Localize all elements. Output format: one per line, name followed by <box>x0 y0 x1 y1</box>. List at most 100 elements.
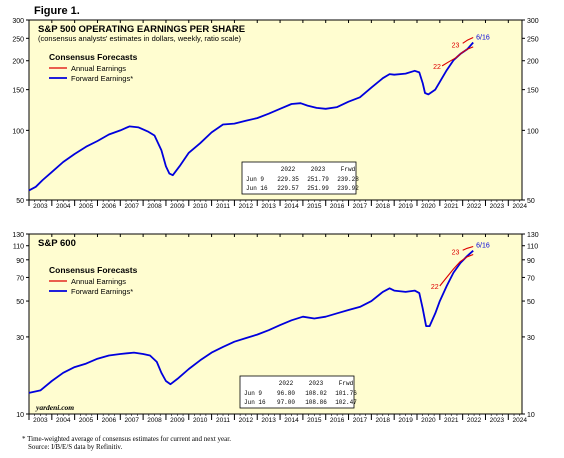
y-tick-label-right: 50 <box>527 198 535 205</box>
annotation-latest-date: 6/16 <box>476 243 490 250</box>
legend-label-annual: Annual Earnings <box>71 277 126 286</box>
footnote-source: Source: I/B/E/S data by Refinitiv. <box>28 443 123 451</box>
footnote: * Time-weighted average of consensus est… <box>22 435 231 451</box>
series-line-annual-earnings-2023 <box>462 37 474 44</box>
x-tick-label: 2023 <box>490 417 505 424</box>
x-tick-label: 2021 <box>444 203 459 210</box>
x-tick-label: 2003 <box>33 203 48 210</box>
table-cell: 102.47 <box>335 399 357 406</box>
y-tick-label-right: 30 <box>527 335 535 342</box>
x-tick-label: 2018 <box>376 203 391 210</box>
x-tick-label: 2023 <box>490 203 505 210</box>
chart-title: S&P 500 OPERATING EARNINGS PER SHARE <box>38 24 245 35</box>
estimates-table <box>239 375 355 409</box>
table-cell: 251.99 <box>307 185 329 192</box>
series-line-annual-earnings-2023 <box>462 245 474 251</box>
x-tick-label: 2011 <box>216 417 230 424</box>
chart-subtitle: (consensus analysts' estimates in dollar… <box>38 34 242 43</box>
y-tick-label-right: 90 <box>527 258 535 265</box>
table-cell: Jun 9 <box>246 176 264 183</box>
y-tick-label-right: 10 <box>527 412 535 419</box>
y-tick-label-left: 50 <box>16 198 24 205</box>
series-line-forward-earnings <box>28 41 474 192</box>
table-header-cell: 2023 <box>311 166 326 173</box>
chart-panel-sp500: 50 50 100 100 150 150 200 200 250 250 300 300 2003 20… <box>0 14 564 214</box>
series-line-annual-earnings-2022 <box>441 46 474 67</box>
x-tick-label: 2012 <box>239 203 254 210</box>
table-cell: Jun 16 <box>246 185 268 192</box>
table-cell: 229.57 <box>277 185 299 192</box>
x-tick-label: 2019 <box>398 417 413 424</box>
legend-title: Consensus Forecasts <box>49 265 138 275</box>
table-cell: 101.76 <box>335 390 357 397</box>
annotation-22: 22 <box>433 64 441 71</box>
x-tick-label: 2012 <box>239 417 254 424</box>
y-tick-label-left: 30 <box>16 335 24 342</box>
table-cell: 229.35 <box>277 176 299 183</box>
y-tick-label-left: 10 <box>16 412 24 419</box>
x-tick-label: 2007 <box>124 203 139 210</box>
x-tick-label: 2005 <box>79 417 94 424</box>
y-tick-label-left: 130 <box>12 232 24 239</box>
x-tick-label: 2004 <box>56 417 71 424</box>
table-cell: 251.79 <box>307 176 329 183</box>
chart-panel-sp600: 10 10 30 30 50 50 70 70 90 90 110 110 130 130 2003 2004… <box>0 228 564 430</box>
x-tick-label: 2020 <box>421 417 436 424</box>
x-tick-label: 2017 <box>353 203 368 210</box>
x-tick-label: 2019 <box>398 203 413 210</box>
x-tick-label: 2005 <box>79 203 94 210</box>
y-tick-label-right: 250 <box>527 36 539 43</box>
y-tick-label-left: 50 <box>16 299 24 306</box>
table-cell: 239.92 <box>337 185 359 192</box>
table-cell: Jun 16 <box>244 399 266 406</box>
y-tick-label-left: 300 <box>12 18 24 25</box>
series-line-forward-earnings <box>28 250 474 394</box>
annotation-23: 23 <box>452 42 460 49</box>
x-tick-label: 2016 <box>330 203 345 210</box>
x-tick-label: 2024 <box>512 203 527 210</box>
x-tick-label: 2022 <box>467 203 482 210</box>
series-line-annual-earnings-2022 <box>439 253 474 287</box>
x-tick-label: 2020 <box>421 203 436 210</box>
x-tick-label: 2009 <box>170 417 185 424</box>
x-tick-label: 2024 <box>512 417 527 424</box>
table-header-cell: 2023 <box>309 380 324 387</box>
table-cell: 108.02 <box>305 390 327 397</box>
x-tick-label: 2015 <box>307 417 322 424</box>
x-tick-label: 2007 <box>124 417 139 424</box>
y-tick-label-left: 150 <box>12 88 24 95</box>
table-cell: 96.80 <box>277 390 295 397</box>
x-tick-label: 2008 <box>147 417 162 424</box>
x-tick-label: 2021 <box>444 417 459 424</box>
x-tick-label: 2010 <box>193 417 208 424</box>
x-tick-label: 2010 <box>193 203 208 210</box>
chart-sp500-svg: 50 50 100 100 150 150 200 200 250 250 300 300 2003 20… <box>12 18 539 210</box>
x-tick-label: 2022 <box>467 417 482 424</box>
x-tick-label: 2014 <box>284 203 299 210</box>
x-tick-label: 2013 <box>261 417 276 424</box>
y-tick-label-right: 110 <box>527 244 538 251</box>
annotation-23: 23 <box>452 249 460 256</box>
legend-label-annual: Annual Earnings <box>71 64 126 73</box>
table-cell: Jun 9 <box>244 390 262 397</box>
table-cell: 97.00 <box>277 399 295 406</box>
x-tick-label: 2017 <box>353 417 368 424</box>
y-tick-label-left: 110 <box>13 244 24 251</box>
annotation-22: 22 <box>431 284 439 291</box>
y-tick-label-right: 50 <box>527 299 535 306</box>
y-tick-label-right: 200 <box>527 59 539 66</box>
y-tick-label-left: 90 <box>16 258 24 265</box>
chart-sp600-svg: 10 10 30 30 50 50 70 70 90 90 110 110 130 130 2003 2004… <box>12 232 538 424</box>
table-header-cell: Frwd <box>339 380 354 387</box>
y-tick-label-left: 70 <box>16 275 24 282</box>
x-tick-label: 2016 <box>330 417 345 424</box>
x-tick-label: 2006 <box>102 417 117 424</box>
chart-title: S&P 600 <box>38 238 76 249</box>
x-tick-label: 2008 <box>147 203 162 210</box>
annotation-latest-date: 6/16 <box>476 34 490 41</box>
x-tick-label: 2009 <box>170 203 185 210</box>
y-tick-label-right: 100 <box>527 128 539 135</box>
table-cell: 108.86 <box>305 399 327 406</box>
table-header-cell: 2022 <box>279 380 294 387</box>
table-header-cell: Frwd <box>341 166 356 173</box>
